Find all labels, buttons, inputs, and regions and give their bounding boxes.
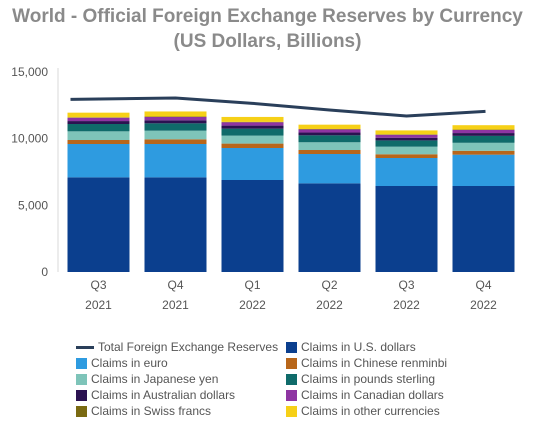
legend-item: Claims in other currencies bbox=[286, 404, 440, 418]
x-tick-label: 2022 bbox=[239, 298, 266, 312]
bar-segment bbox=[67, 117, 130, 122]
bar-segment bbox=[221, 180, 284, 272]
legend-item: Claims in U.S. dollars bbox=[286, 340, 416, 354]
bar-segment bbox=[144, 144, 207, 178]
bar-segment bbox=[144, 130, 207, 140]
x-tick-label: 2021 bbox=[85, 298, 112, 312]
bar-segment bbox=[67, 121, 130, 124]
x-tick-label: Q4 bbox=[475, 278, 491, 292]
legend-swatch bbox=[76, 373, 87, 385]
bar-segment bbox=[298, 183, 361, 272]
y-tick-label: 0 bbox=[41, 265, 48, 279]
bar-segment bbox=[144, 139, 207, 144]
bar-segment bbox=[67, 177, 130, 272]
bar-segment bbox=[375, 137, 438, 141]
bar-segment bbox=[452, 154, 515, 186]
legend-label: Claims in Japanese yen bbox=[91, 372, 219, 386]
legend-label: Claims in pounds sterling bbox=[301, 372, 436, 386]
bar-segment bbox=[452, 142, 515, 151]
bar-segment bbox=[221, 148, 284, 180]
bar-segment bbox=[375, 186, 438, 272]
x-tick-label: Q3 bbox=[398, 278, 414, 292]
legend-item: Claims in euro bbox=[76, 356, 168, 370]
legend-item: Total Foreign Exchange Reserves bbox=[76, 340, 278, 354]
legend-label: Total Foreign Exchange Reserves bbox=[98, 340, 279, 354]
y-tick-label: 5,000 bbox=[18, 198, 48, 212]
x-tick-label: Q4 bbox=[167, 278, 183, 292]
y-tick-label: 15,000 bbox=[11, 65, 48, 79]
legend-label: Claims in euro bbox=[91, 356, 168, 370]
legend-item: Claims in Australian dollars bbox=[76, 388, 235, 402]
bar-segment bbox=[221, 122, 284, 126]
bar-segment bbox=[375, 158, 438, 186]
bar-segment bbox=[221, 143, 284, 148]
legend-swatch bbox=[286, 373, 297, 385]
bar-segment bbox=[144, 123, 207, 131]
bar-segment bbox=[298, 135, 361, 143]
legend-item: Claims in Japanese yen bbox=[76, 372, 218, 386]
legend-item: Claims in Swiss francs bbox=[76, 404, 211, 418]
legend-label: Claims in Australian dollars bbox=[91, 388, 236, 402]
bar-segment bbox=[298, 132, 361, 136]
legend-swatch bbox=[76, 357, 87, 369]
bar-segment bbox=[144, 111, 207, 117]
x-tick-label: Q3 bbox=[90, 278, 106, 292]
bar-segment bbox=[452, 150, 515, 155]
bar-segment bbox=[298, 154, 361, 184]
legend-item: Claims in Chinese renminbi bbox=[286, 356, 447, 370]
y-tick-label: 10,000 bbox=[11, 132, 48, 146]
bar-segment bbox=[67, 140, 130, 144]
legend-label: Claims in Canadian dollars bbox=[301, 388, 444, 402]
chart-subtitle: (US Dollars, Billions) bbox=[173, 31, 362, 52]
chart-title: World - Official Foreign Exchange Reserv… bbox=[12, 6, 523, 27]
bar-segment bbox=[298, 142, 361, 150]
bar-segment bbox=[452, 133, 515, 136]
legend-item: Claims in Canadian dollars bbox=[286, 388, 444, 402]
bar-segment bbox=[67, 144, 130, 178]
bar-segment bbox=[375, 146, 438, 155]
bar-segment bbox=[452, 135, 515, 143]
x-tick-label: 2022 bbox=[470, 298, 497, 312]
bar-segment bbox=[452, 186, 515, 272]
bar-segment bbox=[298, 129, 361, 133]
x-tick-label: 2022 bbox=[316, 298, 343, 312]
legend-swatch bbox=[286, 341, 297, 353]
bar-segment bbox=[67, 124, 130, 132]
bar-segment bbox=[375, 140, 438, 147]
bar-segment bbox=[221, 135, 284, 144]
bar-segment bbox=[144, 120, 207, 124]
bar-segment bbox=[67, 112, 130, 118]
x-tick-label: Q1 bbox=[244, 278, 260, 292]
legend-swatch bbox=[76, 389, 87, 401]
legend-item: Claims in pounds sterling bbox=[286, 372, 435, 386]
legend-label: Claims in U.S. dollars bbox=[301, 340, 416, 354]
bar-segment bbox=[144, 177, 207, 272]
legend-swatch bbox=[76, 405, 87, 417]
bar-segment bbox=[375, 130, 438, 135]
bar-segment bbox=[298, 150, 361, 154]
legend-label: Claims in other currencies bbox=[301, 404, 440, 418]
x-tick-label: 2021 bbox=[162, 298, 189, 312]
bar-segment bbox=[452, 125, 515, 130]
legend-label: Claims in Swiss francs bbox=[91, 404, 212, 418]
legend-swatch bbox=[286, 405, 297, 417]
bar-segment bbox=[375, 134, 438, 138]
bar-segment bbox=[221, 125, 284, 129]
bar-segment bbox=[67, 131, 130, 140]
bar-segment bbox=[452, 130, 515, 134]
legend-swatch bbox=[286, 357, 297, 369]
x-tick-label: 2022 bbox=[393, 298, 420, 312]
bar-segment bbox=[375, 154, 438, 158]
legend-swatch bbox=[76, 345, 94, 349]
total-reserves-line bbox=[70, 96, 486, 118]
bar-segment bbox=[144, 116, 207, 121]
bar-segment bbox=[221, 128, 284, 136]
bar-segment bbox=[298, 124, 361, 130]
legend-swatch bbox=[286, 389, 297, 401]
legend-label: Claims in Chinese renminbi bbox=[301, 356, 448, 370]
x-tick-label: Q2 bbox=[321, 278, 337, 292]
bar-segment bbox=[221, 116, 284, 122]
